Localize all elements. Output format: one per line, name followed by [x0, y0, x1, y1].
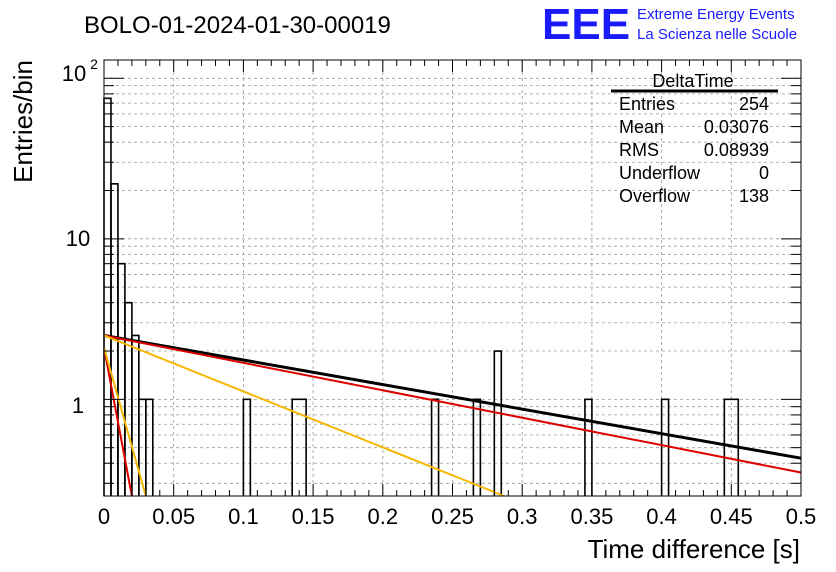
eee-logo-line2: La Scienza nelle Scuole	[637, 26, 797, 43]
histogram-bar	[291, 398, 307, 496]
stats-box-title: DeltaTime	[652, 71, 733, 91]
grid-lines	[103, 60, 802, 496]
histogram-bar	[131, 334, 140, 496]
fit-lines	[103, 333, 802, 497]
stats-row-value: 0	[759, 163, 769, 183]
histogram-bar	[493, 350, 503, 496]
stats-row-label: Overflow	[619, 186, 691, 206]
histogram-bar	[584, 398, 593, 496]
xtick-label: 0.1	[228, 504, 259, 529]
fit-line	[103, 347, 133, 497]
chart-title: BOLO-01-2024-01-30-00019	[84, 12, 391, 39]
histogram-bar	[117, 262, 126, 496]
x-axis-label: Time difference [s]	[588, 534, 800, 564]
x-tick-labels: 0 0.05 0.1 0.15 0.2 0.25 0.3 0.35 0.4 0.45 0.5	[98, 504, 816, 529]
fit-line	[103, 334, 802, 474]
xtick-label: 0.5	[786, 504, 817, 529]
ytick-label-100: 10	[62, 61, 86, 86]
xtick-label: 0	[98, 504, 110, 529]
xtick-label: 0.3	[507, 504, 538, 529]
stats-box: DeltaTime Entries 254 Mean 0.03076 RMS 0…	[611, 71, 778, 206]
eee-logo-line1: Extreme Energy Events	[637, 6, 795, 23]
xtick-label: 0.45	[710, 504, 753, 529]
xtick-label: 0.15	[292, 504, 335, 529]
fit-line	[103, 333, 802, 460]
stats-row-label: Underflow	[619, 163, 701, 183]
fit-line	[103, 334, 505, 497]
histogram-bar	[660, 398, 670, 496]
stats-row-value: 0.03076	[704, 117, 769, 137]
histogram-bar	[103, 97, 112, 496]
ytick-label-100-exponent: 2	[90, 56, 98, 72]
ytick-label-10: 10	[66, 226, 90, 251]
stats-row-value: 0.08939	[704, 140, 769, 160]
xtick-label: 0.05	[152, 504, 195, 529]
eee-logo-mark: EEE	[542, 0, 630, 49]
xtick-label: 0.4	[646, 504, 677, 529]
xtick-label: 0.2	[368, 504, 399, 529]
stats-row-label: RMS	[619, 140, 659, 160]
histogram-bar	[430, 398, 440, 496]
stats-row-value: 254	[739, 94, 769, 114]
axis-ticks	[103, 60, 802, 496]
xtick-label: 0.25	[431, 504, 474, 529]
histogram-bar	[145, 398, 154, 496]
histogram-bar	[242, 398, 252, 496]
stats-row-label: Mean	[619, 117, 664, 137]
y-axis-label: Entries/bin	[8, 60, 38, 183]
ytick-label-1: 1	[72, 393, 84, 418]
stats-row-value: 138	[739, 186, 769, 206]
eee-logo: EEE Extreme Energy Events La Scienza nel…	[542, 0, 797, 49]
fit-line	[103, 347, 147, 497]
xtick-label: 0.35	[570, 504, 613, 529]
stats-row-label: Entries	[619, 94, 675, 114]
histogram-bar	[472, 398, 482, 496]
